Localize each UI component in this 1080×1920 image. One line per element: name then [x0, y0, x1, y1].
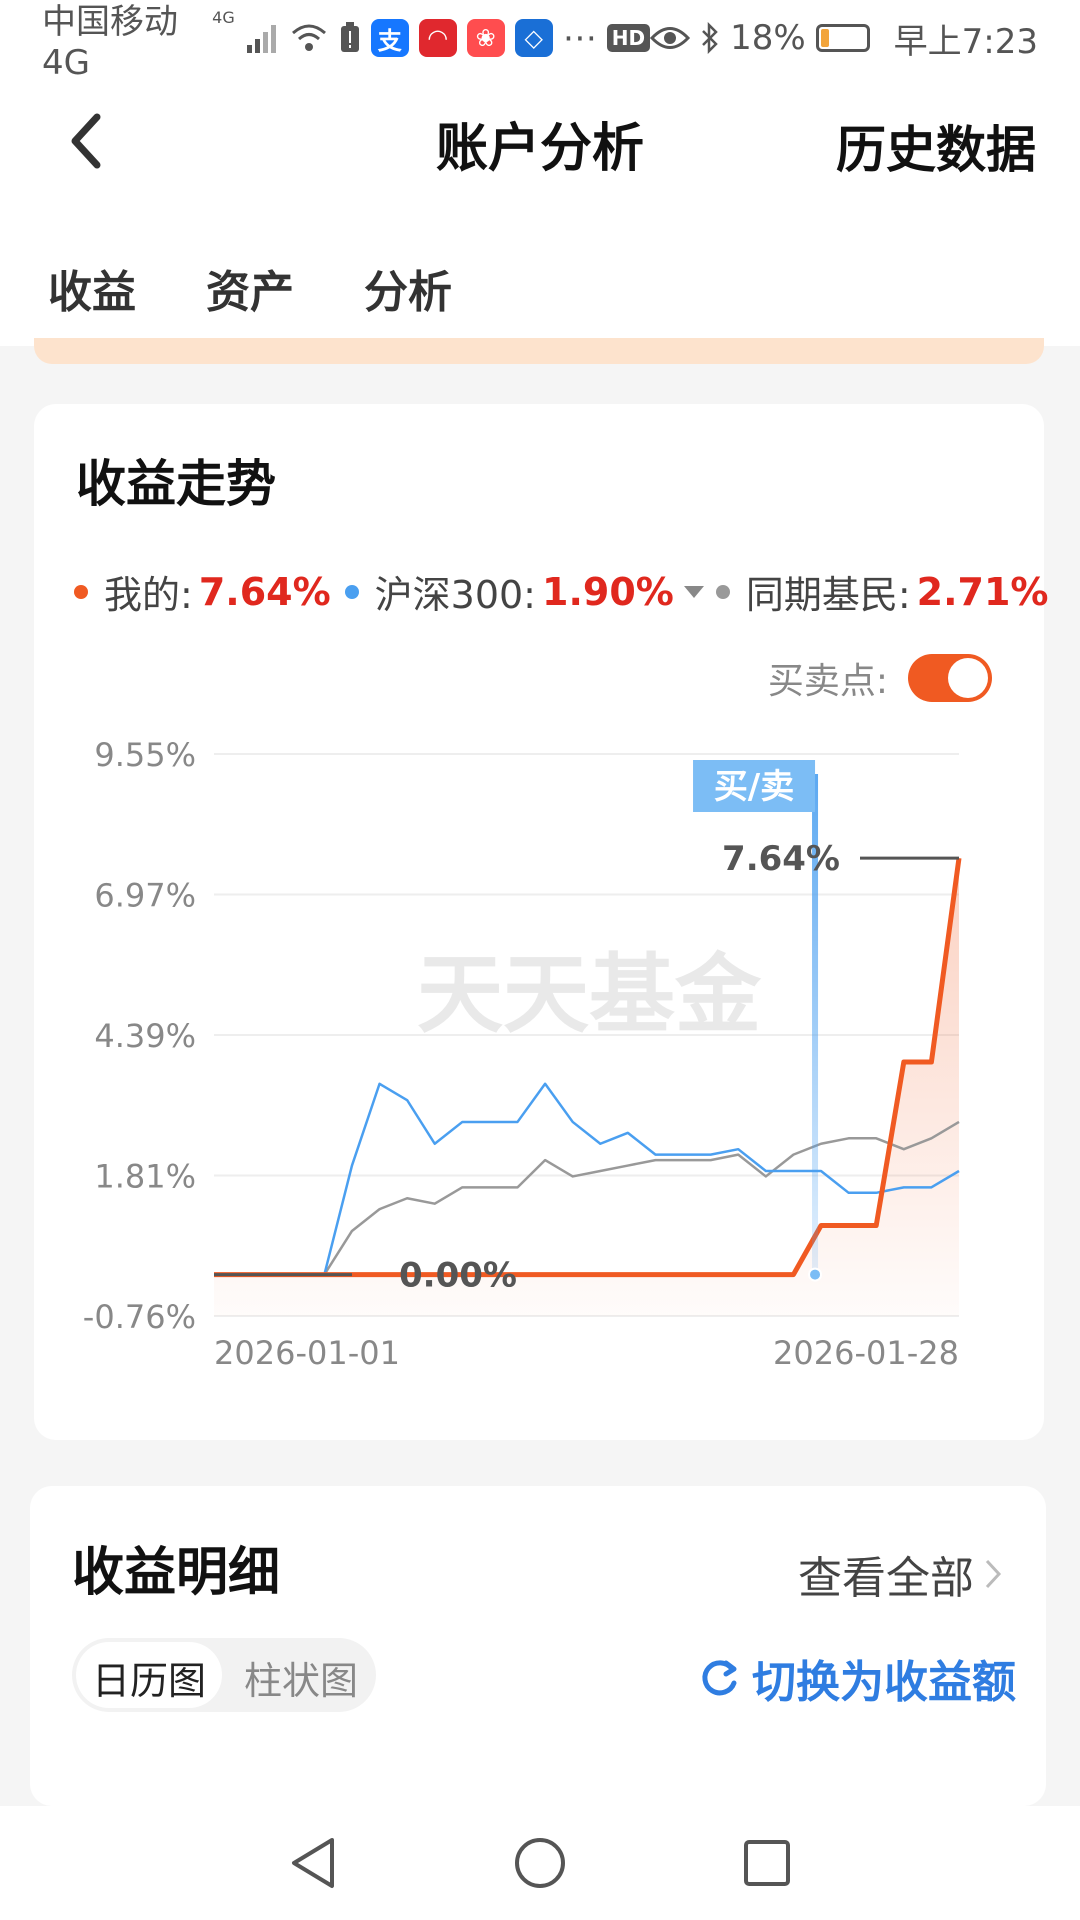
benchmark-dropdown-icon[interactable] [683, 585, 704, 598]
series-line-hs300 [214, 1082, 960, 1276]
legend-dot-hs300 [344, 584, 359, 599]
square-recents-icon [743, 1840, 790, 1886]
alert-battery-icon [339, 22, 361, 54]
view-all-label: 查看全部 [798, 1553, 974, 1604]
trade-marker-tag[interactable] [693, 760, 816, 812]
bluetooth-icon [700, 22, 720, 54]
chart-watermark: 天天基金 [417, 944, 762, 1045]
history-data-button[interactable]: 历史数据 [836, 121, 1036, 179]
legend-value-hs300: 1.90% [542, 569, 674, 614]
y-tick-label: 6.97% [94, 877, 196, 915]
more-icon: ⋯ [562, 18, 597, 58]
app-blue-icon: ◇ [514, 19, 553, 57]
legend-label-peers: 同期基民: [745, 573, 911, 617]
earnings-detail-card: 收益明细 查看全部 日历图 柱状图 切换为收益额 [30, 1486, 1046, 1806]
status-bar: 中国移动4G 4G 支 ◠ ❀ ◇ ⋯ HD 18% 早上7:23 [0, 0, 1080, 83]
legend-dot-peers [715, 584, 730, 599]
series-area-mine [214, 858, 959, 1316]
trade-marker-point[interactable] [808, 1267, 823, 1282]
wifi-icon [289, 23, 329, 53]
nav-home-button[interactable] [500, 1823, 580, 1903]
tab-analysis[interactable]: 分析 [364, 267, 452, 318]
buy-sell-label: 买卖点: [767, 661, 888, 702]
earnings-line-chart[interactable]: 9.55% 6.97% 4.39% 1.81% -0.76% 2026-01-01 2026… [34, 704, 1044, 1404]
trade-marker-label: 买/卖 [714, 767, 794, 807]
chart-legend: 我的: 7.64% 沪深300: 1.90% 同期基民: 2.71% [74, 564, 1049, 619]
x-tick-label: 2026-01-01 [214, 1334, 400, 1372]
segment-bar-chart[interactable]: 柱状图 [244, 1659, 359, 1703]
system-nav-bar [0, 1806, 1080, 1920]
chevron-right-icon [985, 1559, 1002, 1589]
clock: 早上7:23 [893, 21, 1038, 62]
y-tick-label: 9.55% [94, 736, 196, 774]
eye-icon [650, 25, 691, 51]
hd-badge: HD [606, 24, 651, 52]
battery-percent: 18% [730, 18, 806, 58]
series-line-mine [214, 857, 962, 1278]
app-red-icon: ◠ [418, 19, 457, 57]
y-tick-label: 4.39% [94, 1017, 196, 1055]
legend-label-hs300: 沪深300: [374, 573, 536, 617]
trade-marker-line [812, 774, 819, 1275]
network-type-small: 4G [212, 7, 235, 27]
app-icons: 支 ◠ ❀ ◇ [370, 19, 553, 57]
view-all-link[interactable]: 查看全部 [798, 1542, 1002, 1606]
battery-icon [815, 24, 870, 52]
notice-banner[interactable] [34, 338, 1044, 364]
series-line-peers [214, 1120, 960, 1276]
xiaohongshu-icon: ❀ [466, 19, 505, 57]
x-tick-label: 2026-01-28 [773, 1334, 959, 1372]
buy-sell-toggle-row: 买卖点: [768, 652, 992, 704]
chevron-left-icon [71, 113, 101, 169]
circle-home-icon [514, 1838, 565, 1888]
toggle-knob [948, 658, 988, 698]
tab-earnings[interactable]: 收益 [48, 267, 136, 318]
legend-label-mine: 我的: [104, 573, 193, 617]
back-button[interactable] [50, 106, 120, 176]
tab-bar: 收益 资产 分析 [0, 206, 1080, 346]
carrier-label: 中国移动4G [42, 1, 178, 83]
page-title: 账户分析 [435, 119, 644, 179]
earnings-detail-title: 收益明细 [72, 1543, 281, 1603]
nav-recents-button[interactable] [727, 1823, 807, 1903]
earnings-trend-title: 收益走势 [76, 455, 276, 513]
earnings-trend-card: 收益走势 我的: 7.64% 沪深300: 1.90% 同期基民: 2.71% … [34, 404, 1049, 1440]
refresh-icon [702, 1660, 737, 1696]
signal-icon [245, 23, 279, 53]
nav-back-button[interactable] [273, 1823, 353, 1903]
switch-to-amount-button[interactable]: 切换为收益额 [698, 1646, 1016, 1710]
triangle-back-icon [292, 1838, 335, 1888]
buy-sell-toggle[interactable] [908, 654, 992, 702]
legend-dot-mine [74, 584, 88, 599]
end-value-label: 7.64% [722, 839, 840, 879]
tab-assets[interactable]: 资产 [206, 267, 294, 318]
start-value-label: 0.00% [399, 1256, 517, 1296]
chart-type-segmented: 日历图 柱状图 [72, 1638, 377, 1712]
y-tick-label: -0.76% [83, 1298, 196, 1336]
legend-value-mine: 7.64% [198, 569, 331, 614]
legend-value-peers: 2.71% [916, 569, 1049, 614]
segment-calendar[interactable]: 日历图 [76, 1642, 223, 1708]
y-tick-label: 1.81% [94, 1158, 196, 1196]
alipay-icon: 支 [370, 19, 409, 57]
switch-label: 切换为收益额 [752, 1657, 1016, 1708]
app-header: 账户分析 历史数据 [0, 76, 1080, 206]
